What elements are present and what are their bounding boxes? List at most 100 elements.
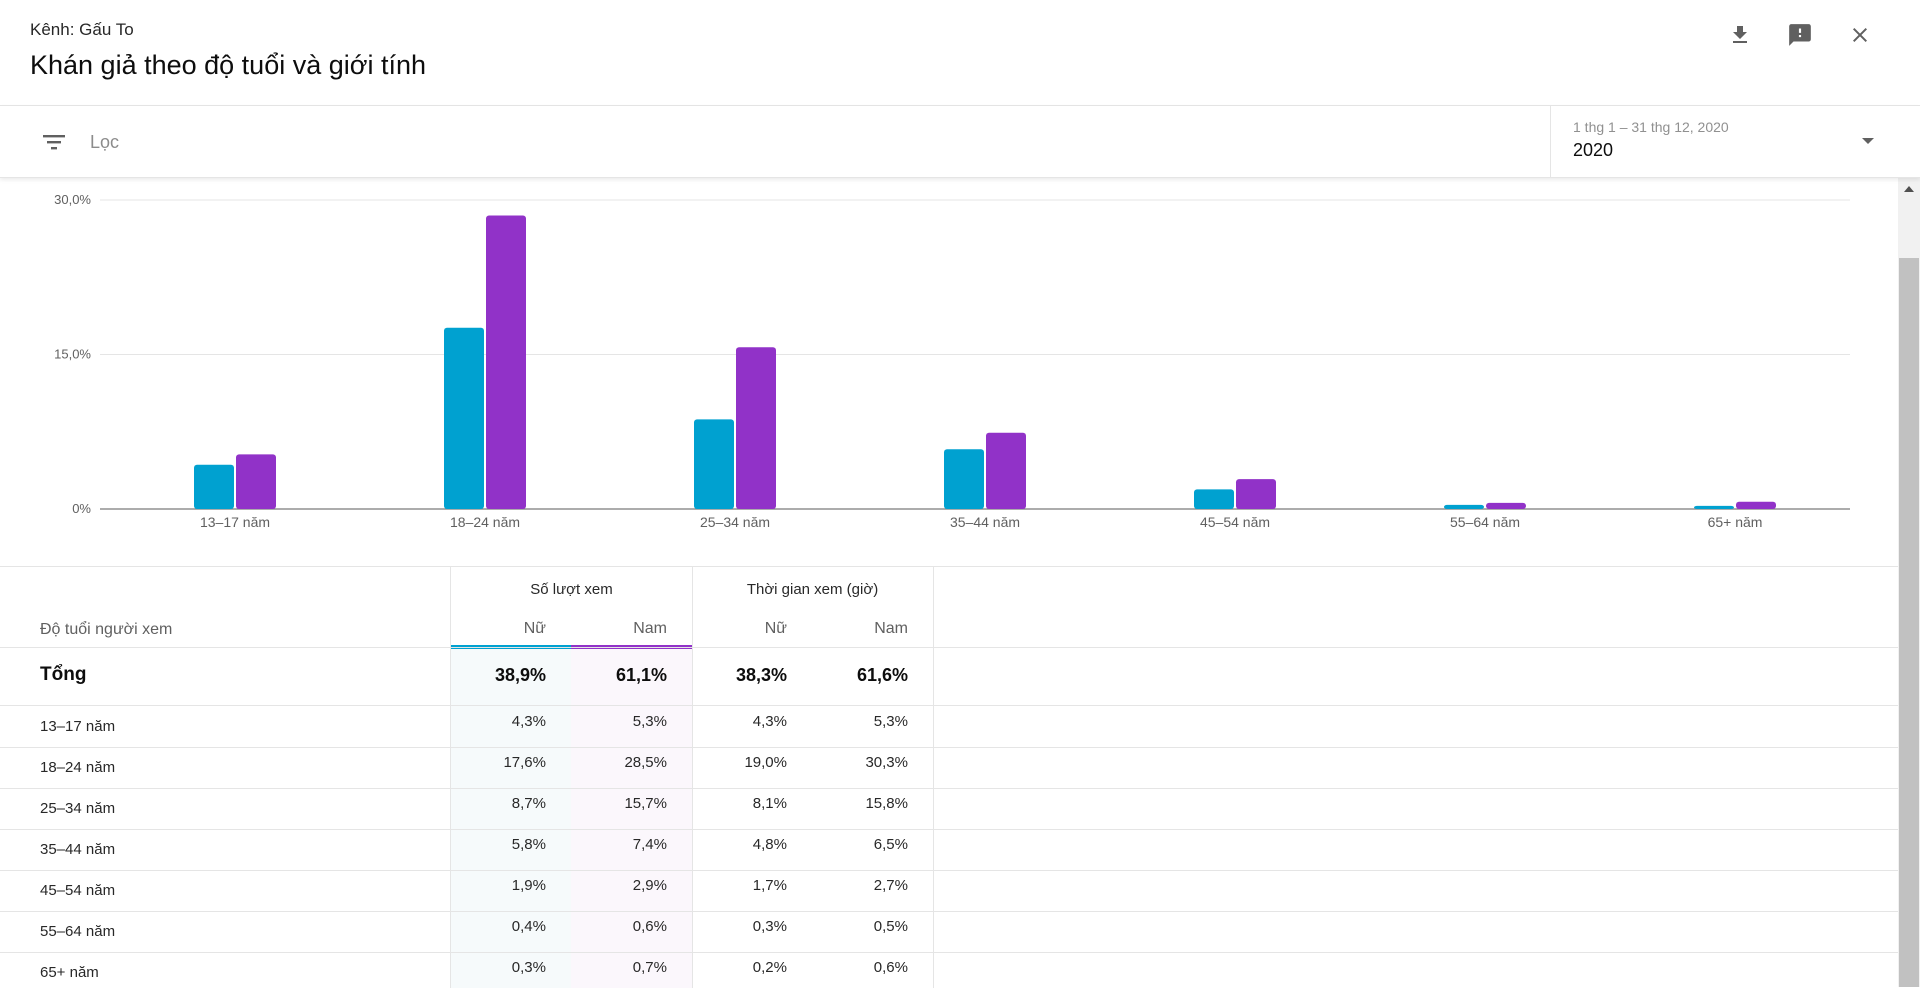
row-divider	[0, 911, 1898, 912]
bar-female-7[interactable]	[1694, 505, 1734, 509]
cell: 2,9%	[632, 877, 667, 894]
watch-male-header[interactable]: Nam	[874, 620, 908, 637]
cell: 61,6%	[856, 665, 908, 685]
filter-icon[interactable]	[40, 130, 68, 154]
row-divider	[0, 788, 1898, 789]
x-category-label: 18–24 năm	[450, 514, 520, 530]
cell: 5,3%	[632, 713, 667, 730]
cell: 0,6%	[873, 959, 908, 976]
cell: 2,7%	[873, 877, 908, 894]
cell: 8,7%	[511, 795, 546, 812]
cell: 38,3%	[735, 665, 787, 685]
row-label: 18–24 năm	[40, 759, 116, 776]
cell: 5,3%	[873, 713, 908, 730]
row-label: 45–54 năm	[40, 882, 116, 899]
cell: 4,3%	[511, 713, 546, 730]
table-row-total: Tổng 38,9% 61,1% 38,3% 61,6%	[0, 648, 1898, 705]
cell: 4,8%	[752, 836, 787, 853]
table-row: 13–17 năm 4,3% 5,3% 4,3% 5,3%	[0, 706, 1898, 747]
row-divider	[0, 829, 1898, 830]
cell: 28,5%	[624, 754, 667, 771]
scrollbar-thumb[interactable]	[1899, 258, 1919, 987]
bar-male-4[interactable]	[986, 432, 1026, 509]
y-tick-label: 15,0%	[54, 347, 91, 362]
x-category-label: 13–17 năm	[200, 514, 270, 530]
bar-female-5[interactable]	[1194, 489, 1234, 509]
table-row: 55–64 năm 0,4% 0,6% 0,3% 0,5%	[0, 911, 1898, 952]
cell: 38,9%	[494, 665, 546, 685]
bar-female-4[interactable]	[944, 449, 984, 509]
bar-female-1[interactable]	[194, 464, 234, 509]
y-tick-label: 0%	[72, 501, 91, 516]
row-label: 55–64 năm	[40, 923, 116, 940]
row-label: 25–34 năm	[40, 800, 116, 817]
row-divider	[0, 705, 1898, 706]
download-icon[interactable]	[1720, 18, 1760, 52]
age-column-header[interactable]: Độ tuổi người xem	[40, 621, 173, 638]
x-category-label: 55–64 năm	[1450, 514, 1520, 530]
watch-time-group-header: Thời gian xem (giờ)	[746, 581, 879, 598]
row-label: 65+ năm	[40, 964, 99, 981]
row-label: 13–17 năm	[40, 718, 116, 735]
table-row: 18–24 năm 17,6% 28,5% 19,0% 30,3%	[0, 747, 1898, 788]
chart-svg: 30,0% 15,0% 0% 13–17 năm 18–24 năm 25–34 năm 3…	[54, 192, 1850, 530]
cell: 1,7%	[752, 877, 787, 894]
x-category-label: 35–44 năm	[950, 514, 1020, 530]
watch-female-header[interactable]: Nữ	[764, 620, 787, 637]
y-tick-label: 30,0%	[54, 192, 91, 207]
cell: 0,3%	[511, 959, 546, 976]
table-row: 65+ năm 0,3% 0,7% 0,2% 0,6%	[0, 952, 1898, 993]
bar-male-6[interactable]	[1486, 502, 1526, 509]
views-group-header: Số lượt xem	[530, 581, 613, 598]
filter-input[interactable]	[90, 124, 1520, 160]
cell: 15,8%	[865, 795, 908, 812]
column-divider	[450, 567, 451, 988]
cell: 0,6%	[632, 918, 667, 935]
cell: 15,7%	[624, 795, 667, 812]
bar-male-1[interactable]	[236, 454, 276, 509]
cell: 19,0%	[744, 754, 787, 771]
x-category-label: 65+ năm	[1708, 514, 1763, 530]
bar-female-6[interactable]	[1444, 504, 1484, 509]
feedback-icon[interactable]	[1780, 18, 1820, 52]
bar-male-7[interactable]	[1736, 501, 1776, 509]
cell: 4,3%	[752, 713, 787, 730]
cell: 0,4%	[511, 918, 546, 935]
x-category-label: 25–34 năm	[700, 514, 770, 530]
cell: 61,1%	[615, 665, 667, 685]
table-row: 25–34 năm 8,7% 15,7% 8,1% 15,8%	[0, 788, 1898, 829]
cell: 7,4%	[632, 836, 667, 853]
dialog-header: Kênh: Gấu To Khán giả theo độ tuổi và gi…	[0, 0, 1920, 106]
channel-name: Kênh: Gấu To	[30, 20, 134, 39]
views-male-header[interactable]: Nam	[633, 620, 667, 637]
bar-male-2[interactable]	[486, 215, 526, 509]
views-male-column-bg	[571, 647, 692, 988]
table-row: 45–54 năm 1,9% 2,9% 1,7% 2,7%	[0, 870, 1898, 911]
x-category-label: 45–54 năm	[1200, 514, 1270, 530]
age-gender-chart: 30,0% 15,0% 0% 13–17 năm 18–24 năm 25–34 năm 3…	[0, 178, 1898, 567]
filter-bar: 1 thg 1 – 31 thg 12, 2020 2020	[0, 106, 1920, 178]
date-range-label: 1 thg 1 – 31 thg 12, 2020	[1573, 119, 1729, 135]
row-label: 35–44 năm	[40, 841, 116, 858]
dropdown-caret-icon	[1862, 138, 1874, 144]
cell: 30,3%	[865, 754, 908, 771]
row-divider	[0, 747, 1898, 748]
column-divider	[933, 567, 934, 988]
bar-female-2[interactable]	[444, 327, 484, 509]
row-divider	[0, 952, 1898, 953]
cell: 0,7%	[632, 959, 667, 976]
bar-male-5[interactable]	[1236, 479, 1276, 509]
cell: 0,2%	[752, 959, 787, 976]
bar-female-3[interactable]	[694, 419, 734, 509]
cell: 17,6%	[503, 754, 546, 771]
cell: 1,9%	[511, 877, 546, 894]
date-range-picker[interactable]: 1 thg 1 – 31 thg 12, 2020 2020	[1550, 106, 1920, 178]
table-row: 35–44 năm 5,8% 7,4% 4,8% 6,5%	[0, 829, 1898, 870]
row-divider	[0, 647, 1898, 648]
bar-male-3[interactable]	[736, 347, 776, 509]
cell: 5,8%	[511, 836, 546, 853]
scroll-up-arrow-icon[interactable]	[1904, 186, 1914, 192]
cell: 0,3%	[752, 918, 787, 935]
close-icon[interactable]	[1840, 18, 1880, 52]
views-female-header[interactable]: Nữ	[523, 620, 546, 637]
